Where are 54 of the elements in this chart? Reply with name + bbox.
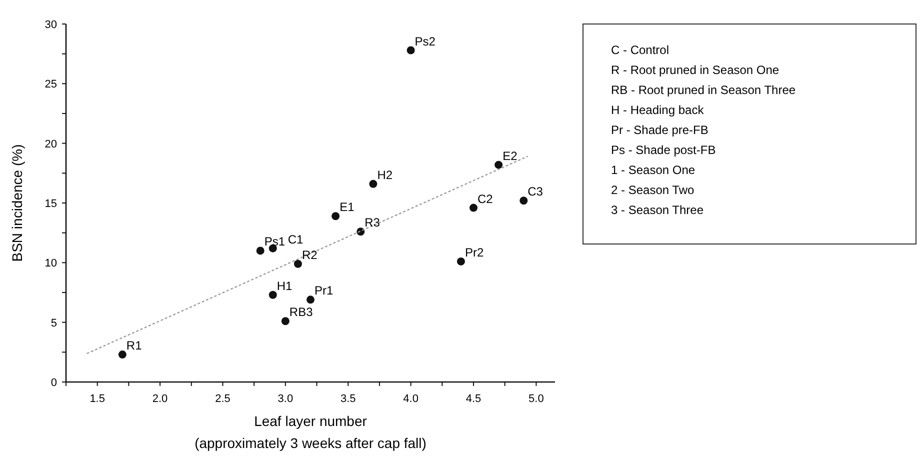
point [520,196,528,205]
point [494,160,503,169]
annotation: RB3 [289,305,314,320]
point [332,212,340,220]
x-tick-label: 1.5 [90,393,105,405]
annotation: Ps1 [264,234,286,249]
annotation: E1 [340,200,355,214]
point [268,290,277,299]
x-tick-label: 3.0 [278,393,294,405]
y-tick-label: 30 [44,19,57,31]
annotation: Pr1 [314,284,334,298]
y-tick-label: 10 [44,258,57,270]
y-tick-label: 20 [44,138,57,150]
annotation: C1 [288,232,304,246]
x-axis-title: Leaf layer number (approximately 3 weeks after cap fall) [194,413,426,451]
annotation: Pr2 [464,245,484,260]
point [369,180,378,188]
y-axis-title: BSN incidence (%) [9,144,25,262]
text: 1 - Season One [611,163,696,177]
point [306,296,314,304]
point [118,350,126,359]
y-tick-label: 0 [50,377,57,389]
point [281,317,290,326]
y-tick-label: 25 [44,78,57,91]
annotation: Ps2 [414,34,436,48]
annotation: C2 [478,192,494,206]
point [406,46,415,54]
text: Ps - Shade post-FB [611,143,716,157]
y-tick-label: 15 [44,198,57,210]
text: 2 - Season Two [611,183,694,197]
annotation: R2 [302,248,318,262]
annotation: R3 [364,216,380,230]
x-tick-label: 4.5 [466,393,482,405]
annotation: C3 [528,184,544,199]
x-tick-label: 3.5 [340,393,356,405]
text: 3 - Season Three [611,203,704,217]
annotation: H1 [276,278,293,293]
point [470,204,478,212]
x-tick-label: 2.0 [152,393,168,405]
text: Pr - Shade pre-FB [611,123,708,137]
point [294,260,302,268]
y-tick-label: 5 [50,317,57,330]
x-tick-label: 2.5 [215,393,230,405]
text: R - Root pruned in Season One [611,63,780,77]
text: H - Heading back [611,103,705,117]
text: RB - Root pruned in Season Three [611,83,796,97]
annotation: H2 [377,168,393,182]
annotation: R1 [126,338,142,353]
point [456,257,465,266]
point [256,246,264,255]
annotation: E2 [502,148,518,163]
x-tick-label: 4.0 [403,393,418,405]
x-tick-label: 5.0 [528,393,544,405]
text: C - Control [611,43,670,57]
